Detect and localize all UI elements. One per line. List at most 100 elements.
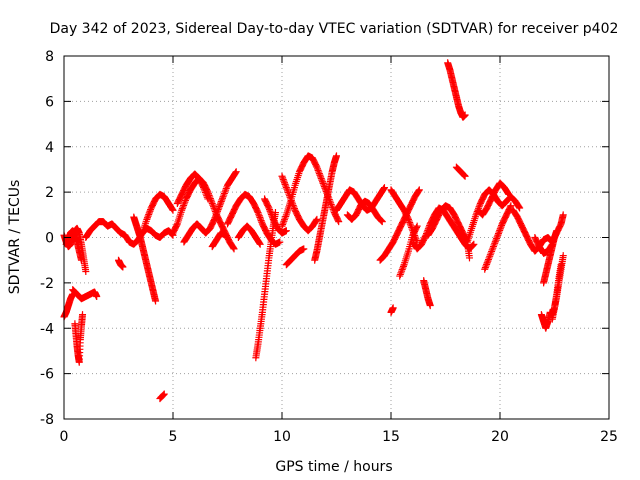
series-seg-g (115, 256, 127, 271)
data-point (378, 218, 386, 226)
data-point (179, 203, 187, 211)
data-point (491, 238, 499, 246)
data-point (282, 182, 290, 190)
data-point (484, 257, 492, 265)
data-point (397, 269, 405, 277)
data-point (212, 212, 220, 220)
series-seg-ae (424, 202, 473, 262)
data-point (143, 214, 151, 222)
data-point (284, 187, 292, 195)
x-tick-label: 25 (600, 429, 618, 445)
data-point (279, 221, 287, 229)
data-point (279, 219, 287, 227)
data-point (315, 168, 323, 176)
data-point (557, 261, 565, 269)
data-point (202, 190, 210, 198)
grid (64, 56, 609, 419)
x-tick-label: 0 (60, 429, 69, 445)
data-point (220, 191, 228, 199)
data-point (214, 207, 222, 215)
data-point (404, 215, 412, 223)
data-point (169, 206, 177, 214)
data-point (222, 186, 230, 194)
data-point (145, 210, 153, 218)
data-point (280, 179, 288, 187)
data-point (204, 195, 212, 203)
data-point (491, 239, 499, 247)
data-point (461, 111, 469, 119)
data-point (213, 209, 221, 217)
data-point (218, 196, 226, 204)
data-point (281, 214, 289, 222)
data-point (229, 244, 237, 252)
data-point (217, 199, 225, 207)
data-point (287, 195, 295, 203)
data-point (334, 216, 342, 224)
data-point (279, 174, 287, 182)
data-point (413, 222, 421, 230)
x-tick-label: 5 (169, 429, 178, 445)
data-point (214, 206, 222, 214)
data-point (488, 246, 496, 254)
data-point (217, 198, 225, 206)
data-point (470, 240, 478, 248)
data-point (482, 262, 490, 270)
data-point (203, 193, 211, 201)
series-seg-o (224, 190, 284, 248)
data-point (553, 227, 561, 235)
data-point (406, 220, 414, 228)
chart-title: Day 342 of 2023, Sidereal Day-to-day VTE… (50, 21, 619, 37)
data-point (485, 254, 493, 262)
data-point (280, 177, 288, 185)
data-point (415, 187, 423, 195)
data-point (380, 185, 388, 193)
data-point (232, 169, 240, 177)
y-tick-label: -8 (40, 412, 54, 428)
data-point (219, 194, 227, 202)
data-point (288, 198, 296, 206)
data-point (515, 203, 523, 211)
data-point (493, 233, 501, 241)
data-point (280, 217, 288, 225)
series-seg-n (208, 229, 229, 251)
y-tick-label: 8 (45, 49, 54, 65)
data-point (152, 297, 160, 305)
data-point (396, 272, 404, 280)
data-point (472, 211, 480, 219)
data-point (312, 216, 320, 224)
data-point (494, 231, 502, 239)
data-point (319, 179, 327, 187)
data-point (209, 201, 217, 209)
data-point (221, 188, 229, 196)
data-point (377, 216, 385, 224)
data-point (180, 200, 188, 208)
data-point (488, 247, 496, 255)
data-point (181, 198, 189, 206)
data-point (493, 234, 501, 242)
data-point (396, 270, 404, 278)
data-point (287, 197, 295, 205)
data-point (279, 175, 287, 183)
data-point (146, 207, 154, 215)
series-seg-c (62, 227, 85, 264)
data-point (178, 206, 186, 214)
data-point (489, 243, 497, 251)
series-seg-e (71, 311, 87, 366)
data-point (497, 223, 505, 231)
data-point (284, 188, 292, 196)
data-point (207, 196, 215, 204)
y-tick-label: 4 (45, 140, 54, 156)
data-point (316, 171, 324, 179)
data-point (200, 185, 208, 193)
data-point (82, 268, 90, 276)
y-tick-label: 2 (45, 185, 54, 201)
data-point (504, 189, 512, 197)
data-point (335, 218, 343, 226)
data-point (380, 184, 388, 192)
data-point (469, 242, 477, 250)
data-point (399, 264, 407, 272)
data-point (266, 207, 274, 215)
data-point (285, 190, 293, 198)
data-point (266, 206, 274, 214)
data-point (483, 259, 491, 267)
